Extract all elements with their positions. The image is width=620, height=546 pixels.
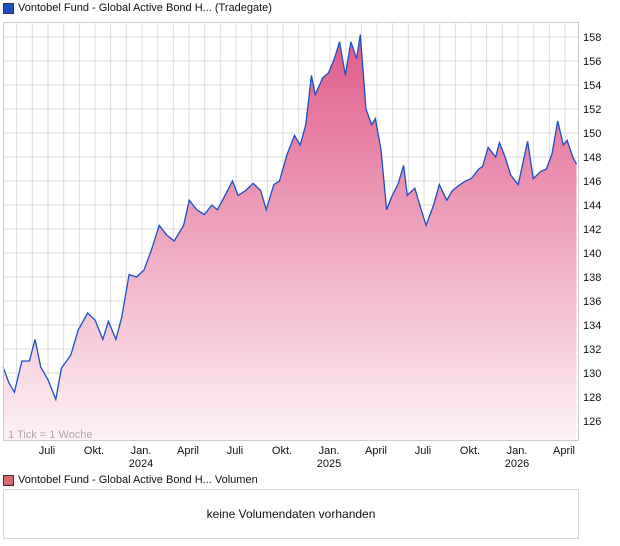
legend-main-label: Vontobel Fund - Global Active Bond H... … (18, 2, 272, 14)
y-tick-label: 146 (583, 176, 601, 188)
plot-border (3, 22, 579, 441)
x-tick-label: April (177, 445, 199, 457)
x-tick-label: Jan. (131, 445, 152, 457)
x-tick-label: Juli (415, 445, 432, 457)
y-tick-label: 158 (583, 32, 601, 44)
y-tick-label: 134 (583, 320, 601, 332)
volume-legend: Vontobel Fund - Global Active Bond H... … (3, 474, 258, 486)
x-tick-label: Jan. (507, 445, 528, 457)
x-tick-label: Okt. (84, 445, 104, 457)
y-tick-label: 136 (583, 296, 601, 308)
y-tick-label: 150 (583, 128, 601, 140)
legend-volume-label: Vontobel Fund - Global Active Bond H... … (18, 474, 258, 486)
y-tick-label: 138 (583, 272, 601, 284)
y-tick-label: 156 (583, 56, 601, 68)
y-tick-label: 144 (583, 200, 601, 212)
price-line (2, 34, 578, 402)
y-tick-label: 132 (583, 344, 601, 356)
price-chart: 126 128 130 132 134 136 138 140 142 144 146 148 150 1… (2, 22, 601, 470)
x-tick-year: 2026 (505, 458, 529, 470)
x-tick-year: 2024 (129, 458, 153, 470)
y-tick-label: 142 (583, 224, 601, 236)
legend-swatch-volume (3, 474, 14, 486)
y-tick-label: 140 (583, 248, 601, 260)
volume-message: keine Volumendaten vorhanden (206, 507, 376, 521)
y-tick-label: 154 (583, 80, 601, 92)
y-tick-label: 130 (583, 368, 601, 380)
y-axis: 126 128 130 132 134 136 138 140 142 144 146 148 150 1… (583, 32, 601, 428)
y-tick-label: 148 (583, 152, 601, 164)
tick-note: 1 Tick = 1 Woche (8, 429, 92, 441)
price-area (3, 34, 577, 440)
y-tick-label: 128 (583, 392, 601, 404)
main-legend: Vontobel Fund - Global Active Bond H... … (3, 2, 272, 14)
volume-panel: keine Volumendaten vorhanden (3, 489, 579, 539)
x-tick-label: April (365, 445, 387, 457)
x-tick-label: Juli (39, 445, 56, 457)
x-tick-year: 2025 (317, 458, 341, 470)
x-tick-label: Juli (227, 445, 244, 457)
x-tick-label: April (553, 445, 575, 457)
legend-swatch-main (3, 2, 14, 14)
y-tick-label: 152 (583, 104, 601, 116)
y-tick-label: 126 (583, 416, 601, 428)
x-tick-label: Okt. (272, 445, 292, 457)
x-tick-label: Jan. (319, 445, 340, 457)
x-tick-label: Okt. (460, 445, 480, 457)
